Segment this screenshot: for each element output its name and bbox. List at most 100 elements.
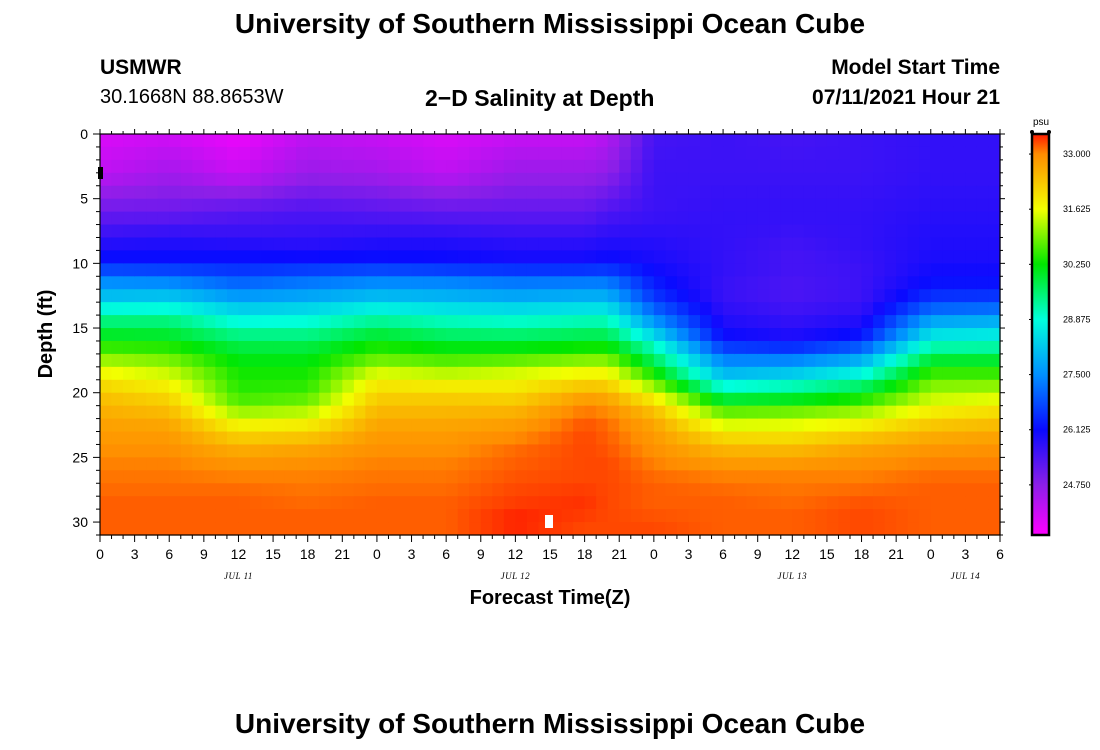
heat-cell — [780, 366, 793, 381]
heat-cell — [607, 159, 620, 174]
heat-cell — [469, 328, 482, 342]
heat-cell — [157, 237, 170, 252]
heat-cell — [526, 405, 540, 420]
heat-cell — [446, 263, 459, 277]
heat-cell — [838, 379, 851, 394]
heat-cell — [700, 328, 713, 342]
heat-cell — [469, 315, 482, 329]
heat-cell — [273, 522, 286, 536]
heat-cell — [226, 340, 240, 355]
heat-cell — [873, 315, 886, 329]
heat-cell — [780, 353, 793, 368]
heat-cell — [376, 159, 390, 174]
heat-cell — [561, 379, 574, 394]
heat-cell — [238, 366, 251, 381]
heat-cell — [942, 418, 955, 433]
heat-cell — [538, 483, 551, 497]
heat-cell — [700, 444, 713, 458]
heat-cell — [146, 250, 159, 264]
heat-cell — [365, 340, 378, 355]
heat-cell — [515, 418, 528, 433]
heat-cell — [515, 353, 528, 368]
heat-cell — [296, 483, 309, 497]
heat-cell — [653, 405, 666, 420]
heat-cell — [123, 366, 136, 381]
heat-cell — [584, 172, 597, 187]
station-name: USMWR — [100, 56, 182, 79]
heat-cell — [284, 263, 297, 277]
heat-cell — [238, 146, 251, 161]
heat-cell — [746, 289, 759, 303]
heat-cell — [665, 237, 678, 252]
heat-cell — [723, 496, 736, 510]
heat-cell — [803, 250, 816, 264]
heat-cell — [826, 198, 840, 213]
heat-cell — [619, 198, 632, 213]
heat-cell — [711, 276, 724, 290]
heat-cell — [584, 146, 597, 161]
heat-cell — [896, 483, 909, 497]
heat-cell — [965, 146, 978, 161]
heat-cell — [180, 379, 193, 394]
heat-cell — [746, 483, 759, 497]
heat-cell — [146, 302, 159, 316]
heat-cell — [584, 198, 597, 213]
heat-cell — [723, 134, 736, 148]
heat-cell — [411, 340, 424, 355]
heat-cell — [976, 457, 990, 471]
heat-cell — [469, 392, 482, 407]
heat-cell — [700, 457, 713, 471]
heat-cell — [169, 263, 182, 277]
heat-cell — [111, 172, 124, 187]
heat-cell — [965, 211, 978, 226]
heat-cell — [873, 276, 886, 290]
heat-cell — [423, 315, 436, 329]
heat-cell — [907, 522, 920, 536]
heat-cell — [884, 340, 897, 355]
heat-cell — [123, 276, 136, 290]
heat-cell — [550, 522, 563, 536]
heat-cell — [642, 302, 655, 316]
heat-cell — [284, 134, 297, 148]
heat-cell — [723, 340, 736, 355]
heat-cell — [480, 444, 493, 458]
heat-cell — [884, 392, 897, 407]
heat-cell — [619, 431, 632, 446]
heat-cell — [561, 405, 574, 420]
heat-cell — [700, 185, 713, 200]
heat-cell — [873, 211, 886, 226]
heat-cell — [134, 496, 147, 510]
heat-cell — [446, 353, 459, 368]
heat-cell — [619, 328, 632, 342]
heat-cell — [319, 418, 332, 433]
heat-cell — [273, 509, 286, 523]
heat-cell — [353, 522, 366, 536]
heat-cell — [434, 353, 447, 368]
heat-cell — [180, 444, 193, 458]
heat-cell — [250, 237, 263, 252]
heat-cell — [653, 522, 666, 536]
heat-cell — [342, 172, 355, 187]
heat-cell — [434, 185, 447, 200]
heat-cell — [100, 405, 113, 420]
heat-cell — [411, 289, 424, 303]
heat-cell — [261, 483, 274, 497]
heat-cell — [146, 470, 159, 484]
heat-cell — [226, 263, 240, 277]
heat-cell — [826, 470, 840, 484]
heat-cell — [169, 172, 182, 187]
heat-cell — [157, 146, 170, 161]
heat-cell — [342, 315, 355, 329]
heat-cell — [273, 134, 286, 148]
heat-cell — [503, 302, 516, 316]
heat-cell — [157, 289, 170, 303]
heat-cell — [434, 263, 447, 277]
heat-cell — [250, 172, 263, 187]
heat-cell — [261, 418, 274, 433]
heat-cell — [365, 457, 378, 471]
heat-cell — [630, 211, 643, 226]
heat-cell — [157, 263, 170, 277]
heat-cell — [596, 224, 609, 239]
heat-cell — [353, 172, 366, 187]
